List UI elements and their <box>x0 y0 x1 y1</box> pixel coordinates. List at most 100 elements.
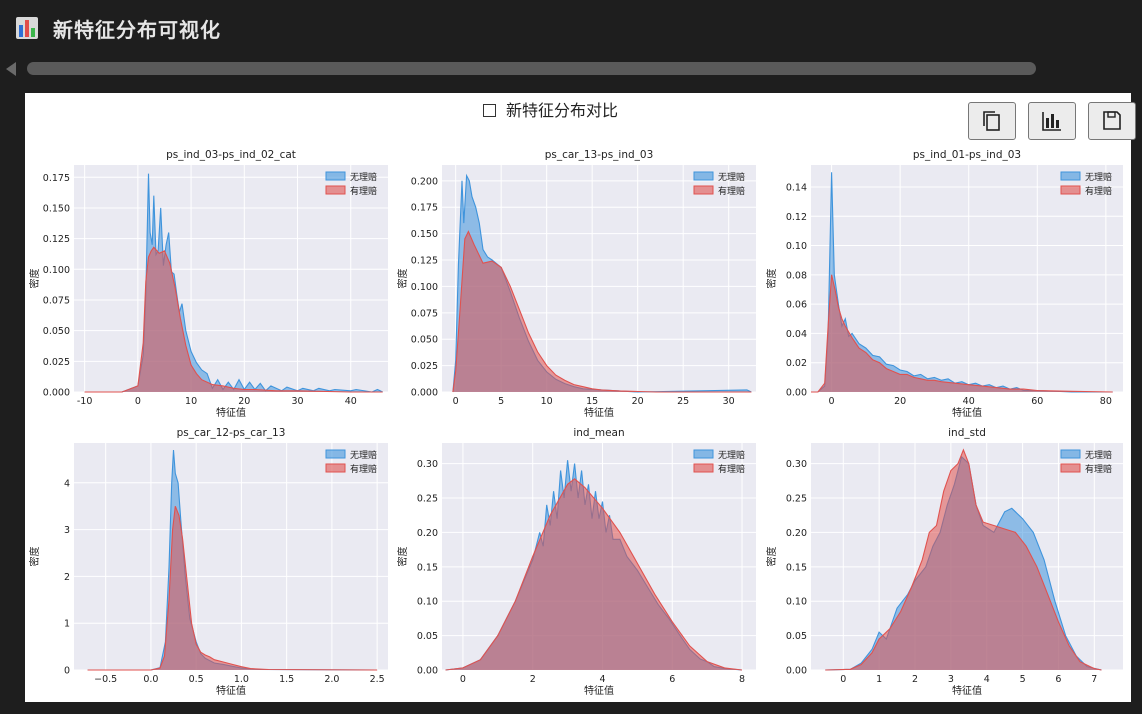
legend-swatch <box>693 185 714 195</box>
copy-icon <box>983 111 1000 131</box>
y-tick-label: 0.14 <box>786 182 807 193</box>
series-area-claim <box>811 274 1113 392</box>
x-axis-label: 特征值 <box>584 406 614 419</box>
y-axis-label: 密度 <box>765 547 778 567</box>
series-area-claim <box>84 247 383 392</box>
y-tick-label: 0.075 <box>43 295 70 306</box>
legend-label: 有理赔 <box>718 185 745 197</box>
x-tick-label: 0.5 <box>189 674 204 685</box>
x-tick-label: 1.0 <box>234 674 249 685</box>
x-tick-label: 0 <box>840 674 846 685</box>
x-tick-label: 10 <box>541 396 553 407</box>
y-tick-label: 0.025 <box>43 357 70 368</box>
legend-swatch <box>693 449 714 459</box>
legend-swatch <box>1060 449 1081 459</box>
y-tick-label: 0.20 <box>417 528 438 539</box>
series-line-no-claim <box>84 173 383 393</box>
y-tick-label: 0.000 <box>43 388 70 399</box>
legend-label: 有理赔 <box>1085 185 1112 197</box>
y-axis-label: 密度 <box>396 269 409 289</box>
x-tick-label: 0 <box>829 396 835 407</box>
y-tick-label: 0.20 <box>786 528 807 539</box>
chart-title: ps_ind_03-ps_ind_02_cat <box>166 149 296 161</box>
chart-title: ind_mean <box>573 427 624 439</box>
legend-label: 无理赔 <box>1085 449 1112 461</box>
horizontal-scrollbar[interactable] <box>27 62 1036 75</box>
y-axis-label: 密度 <box>28 269 41 289</box>
chart-1: 0.000 0.025 0.050 0.075 0.100 0.125 0.150 0.175… <box>28 149 388 419</box>
y-tick-label: 0.30 <box>417 459 438 470</box>
x-tick-label: 3 <box>948 674 954 685</box>
legend-swatch <box>1060 185 1081 195</box>
chart-button[interactable] <box>1028 102 1076 140</box>
x-tick-label: 80 <box>1100 396 1112 407</box>
floppy-disk-icon <box>1103 111 1121 130</box>
y-tick-label: 0.100 <box>411 282 438 293</box>
x-tick-label: 0 <box>135 396 141 407</box>
y-tick-label: 4 <box>64 478 70 489</box>
save-button[interactable] <box>1088 102 1136 140</box>
legend-swatch <box>325 449 346 459</box>
legend-swatch <box>1060 463 1081 473</box>
scroll-left-arrow-icon[interactable] <box>6 62 16 76</box>
x-tick-label: 5 <box>1020 674 1026 685</box>
x-axis-label: 特征值 <box>952 684 982 697</box>
y-tick-label: 0.12 <box>786 212 807 223</box>
x-tick-label: 40 <box>963 396 975 407</box>
legend-swatch <box>325 171 346 181</box>
y-tick-label: 0.25 <box>417 494 438 505</box>
bar-chart-icon <box>1042 112 1061 131</box>
y-tick-label: 0.150 <box>411 229 438 240</box>
x-tick-label: 30 <box>291 396 303 407</box>
chart-title: ps_car_12-ps_car_13 <box>177 427 286 439</box>
x-tick-label: 6 <box>669 674 675 685</box>
x-axis-label: 特征值 <box>584 684 614 697</box>
y-tick-label: 0.125 <box>43 234 70 245</box>
series-area-claim <box>825 449 1102 670</box>
x-axis-label: 特征值 <box>216 684 246 697</box>
x-tick-label: 20 <box>238 396 250 407</box>
x-tick-label: 2.0 <box>324 674 339 685</box>
x-tick-label: 40 <box>345 396 357 407</box>
legend-label: 无理赔 <box>718 449 745 461</box>
x-tick-label: 1.5 <box>279 674 294 685</box>
plot-area <box>74 165 388 392</box>
x-tick-label: 25 <box>677 396 689 407</box>
x-tick-label: 5 <box>498 396 504 407</box>
legend-label: 有理赔 <box>718 463 745 475</box>
legend-swatch <box>1060 171 1081 181</box>
figure-title-text: 新特征分布对比 <box>506 101 619 120</box>
y-tick-label: 0.10 <box>417 597 438 608</box>
x-tick-label: 0 <box>460 674 466 685</box>
chart-title: ps_ind_01-ps_ind_03 <box>913 149 1021 161</box>
series-line-claim <box>825 448 1102 671</box>
y-tick-label: 3 <box>64 525 70 536</box>
chart-title: ps_car_13-ps_ind_03 <box>545 149 654 161</box>
legend-swatch <box>325 463 346 473</box>
y-tick-label: 0.08 <box>786 270 807 281</box>
y-tick-label: 0.15 <box>786 562 807 573</box>
series-line-claim <box>84 246 383 393</box>
legend-label: 有理赔 <box>350 463 377 475</box>
y-tick-label: 0.000 <box>411 388 438 399</box>
y-tick-label: 0.04 <box>786 329 807 340</box>
y-tick-label: 0 <box>64 666 70 677</box>
x-tick-label: 4 <box>599 674 605 685</box>
x-tick-label: 0.0 <box>143 674 158 685</box>
legend-label: 无理赔 <box>350 449 377 461</box>
plot-area <box>74 443 388 670</box>
legend-label: 无理赔 <box>718 171 745 183</box>
copy-button[interactable] <box>968 102 1016 140</box>
x-tick-label: 20 <box>894 396 906 407</box>
y-tick-label: 0.30 <box>786 459 807 470</box>
y-axis-label: 密度 <box>28 547 41 567</box>
y-tick-label: 0.125 <box>411 256 438 267</box>
y-tick-label: 0.200 <box>411 176 438 187</box>
x-tick-label: 8 <box>739 674 745 685</box>
legend-swatch <box>693 463 714 473</box>
series-line-claim <box>445 478 743 671</box>
y-axis-label: 密度 <box>396 547 409 567</box>
x-tick-label: 0 <box>453 396 459 407</box>
series-line-claim <box>811 274 1113 393</box>
y-tick-label: 0.050 <box>43 326 70 337</box>
